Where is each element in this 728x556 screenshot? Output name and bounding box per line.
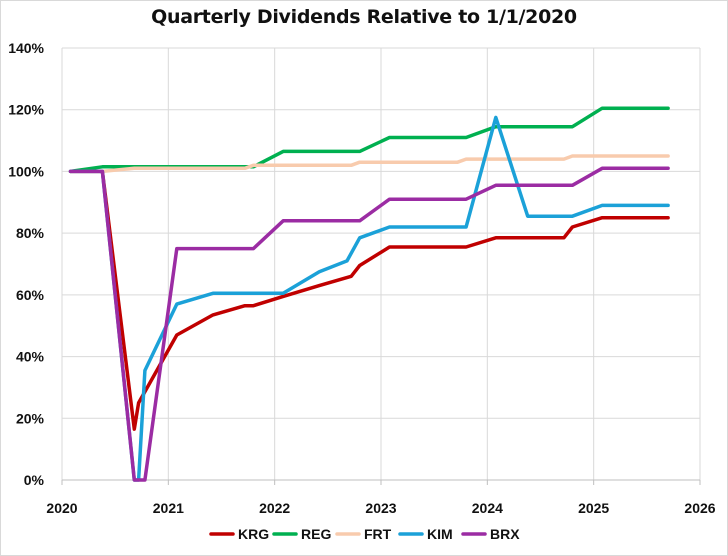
- y-tick-label: 80%: [16, 225, 45, 241]
- legend: KRG REG FRT KIM BRX: [209, 526, 520, 542]
- series-line-kim: [68, 115, 670, 482]
- y-tick-label: 120%: [8, 102, 44, 118]
- series-line-brx: [68, 166, 670, 482]
- y-tick-label: 40%: [16, 349, 45, 365]
- y-tick-label: 20%: [16, 410, 45, 426]
- x-tick-label: 2021: [153, 500, 184, 516]
- x-tick-label: 2026: [684, 500, 715, 516]
- legend-label-reg: REG: [301, 526, 331, 542]
- legend-label-krg: KRG: [238, 526, 269, 542]
- x-tick-label: 2025: [578, 500, 609, 516]
- series-lines: [68, 106, 670, 482]
- y-tick-label: 100%: [8, 163, 44, 179]
- axes: [61, 479, 701, 485]
- x-tick-label: 2024: [472, 500, 503, 516]
- chart-title: Quarterly Dividends Relative to 1/1/2020: [151, 6, 577, 28]
- y-tick-label: 140%: [8, 40, 44, 56]
- gridlines: [61, 47, 701, 481]
- x-tick-label: 2023: [365, 500, 396, 516]
- series-line-frt: [68, 154, 670, 174]
- x-tick-label: 2020: [46, 500, 77, 516]
- tick-labels: 0% 20% 40% 60% 80% 100% 120% 140% 2020 2021 2022 20…: [8, 40, 716, 516]
- legend-label-kim: KIM: [427, 526, 453, 542]
- series-line-krg: [68, 169, 670, 431]
- legend-label-frt: FRT: [364, 526, 392, 542]
- y-tick-label: 60%: [16, 287, 45, 303]
- y-tick-label: 0%: [24, 472, 45, 488]
- legend-label-brx: BRX: [490, 526, 520, 542]
- x-tick-label: 2022: [259, 500, 290, 516]
